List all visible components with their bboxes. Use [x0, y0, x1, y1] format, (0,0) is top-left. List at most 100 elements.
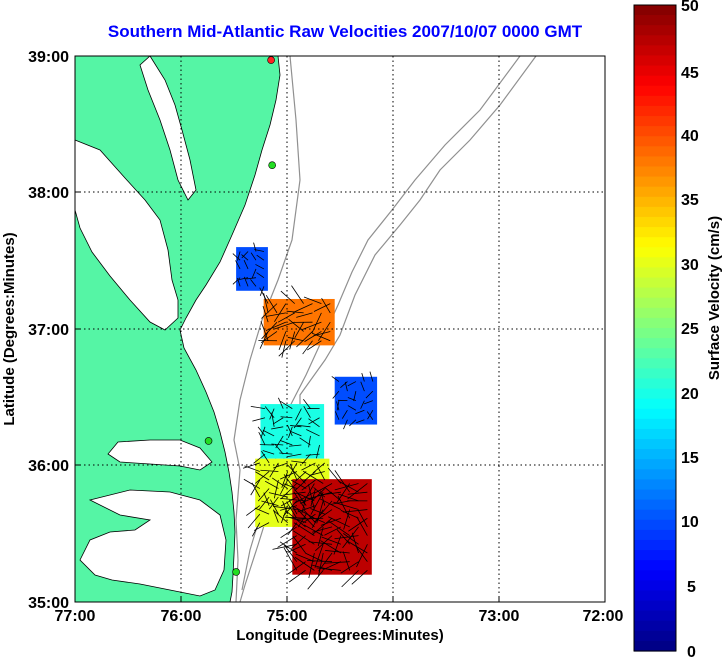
- colorbar-segment: [634, 176, 676, 188]
- colorbar-tick-label: 10: [681, 514, 699, 531]
- colorbar-segment: [634, 196, 676, 208]
- velocity-vector: [287, 543, 306, 553]
- velocity-vector: [255, 264, 265, 270]
- x-tick-label: 72:00: [583, 608, 624, 625]
- velocity-vector: [303, 524, 324, 536]
- velocity-vector: [302, 340, 313, 355]
- colorbar-tick-label: 25: [681, 321, 699, 338]
- velocity-vector: [316, 444, 320, 459]
- velocity-vector: [254, 507, 270, 515]
- velocity-vector: [307, 570, 324, 590]
- velocity-vector: [271, 412, 275, 427]
- velocity-vector: [242, 462, 260, 469]
- velocity-vector: [303, 296, 322, 304]
- velocity-patch: [260, 404, 325, 459]
- velocity-vector: [263, 293, 269, 313]
- velocity-vector: [291, 535, 306, 549]
- velocity-vector: [290, 431, 302, 437]
- colorbar-segment: [634, 580, 676, 592]
- velocity-vector: [237, 277, 241, 287]
- velocity-vector: [308, 417, 320, 425]
- velocity-vector: [338, 480, 359, 493]
- velocity-vector: [257, 426, 266, 437]
- velocity-vector: [294, 471, 307, 482]
- velocity-vector: [279, 541, 297, 554]
- velocity-vector: [360, 381, 365, 392]
- velocity-vector: [278, 331, 287, 350]
- colorbar-segment: [634, 25, 676, 36]
- colorbar-segment: [634, 126, 676, 137]
- colorbar-segment: [634, 570, 676, 581]
- velocity-vector: [241, 254, 249, 261]
- velocity-vector: [342, 526, 359, 549]
- velocity-vector: [306, 340, 322, 351]
- velocity-vector: [307, 560, 333, 563]
- colorbar-segment: [634, 206, 676, 218]
- colorbar-segment: [634, 247, 676, 258]
- velocity-vector: [319, 500, 333, 516]
- hf-radar-station-marker: [232, 568, 240, 576]
- velocity-vector: [277, 312, 295, 323]
- velocity-vector: [273, 479, 279, 499]
- velocity-vector: [300, 496, 316, 504]
- velocity-vector: [268, 492, 288, 498]
- velocity-vector: [308, 484, 315, 510]
- colorbar-segment: [634, 469, 676, 481]
- velocity-vector: [347, 491, 368, 495]
- colorbar-segment: [634, 378, 676, 390]
- velocity-vector: [296, 508, 315, 528]
- velocity-vector: [306, 429, 320, 437]
- velocity-vector: [268, 496, 279, 510]
- velocity-vector: [263, 492, 270, 506]
- velocity-vector: [258, 431, 266, 446]
- velocity-vector: [279, 479, 289, 495]
- velocity-vector: [299, 437, 311, 446]
- tick-marks: [75, 191, 500, 602]
- velocity-vector: [313, 487, 326, 498]
- velocity-vector: [336, 401, 340, 411]
- velocity-vector: [327, 467, 342, 484]
- velocity-vector: [318, 552, 324, 576]
- velocity-vector: [301, 462, 316, 471]
- velocity-vector: [307, 491, 333, 500]
- velocity-vector: [349, 419, 357, 427]
- colorbar-segment: [634, 398, 676, 410]
- velocity-vector: [347, 483, 368, 500]
- colorbar-segment: [634, 418, 676, 430]
- velocity-vector: [321, 536, 342, 545]
- velocity-vector: [241, 251, 249, 259]
- velocity-vector: [283, 474, 298, 493]
- velocity-vector: [280, 416, 293, 419]
- velocity-vector: [361, 372, 365, 382]
- velocity-vector: [317, 491, 341, 496]
- velocity-vector: [250, 252, 257, 261]
- pamlico-sound: [79, 489, 227, 597]
- velocity-vector: [286, 502, 298, 519]
- colorbar-segment: [634, 519, 676, 531]
- grid: [75, 56, 605, 602]
- velocity-vector: [312, 332, 331, 342]
- velocity-vector: [238, 277, 249, 280]
- velocity-vector: [251, 268, 257, 279]
- velocity-vector: [291, 460, 307, 464]
- velocity-vector: [256, 254, 265, 261]
- velocity-vector: [308, 435, 311, 448]
- velocity-vector: [289, 331, 296, 350]
- colorbar-segment: [634, 358, 676, 369]
- velocity-vector: [243, 260, 249, 270]
- velocity-vector: [293, 522, 315, 536]
- colorbar-tick-label: 0: [687, 644, 696, 659]
- velocity-vector: [256, 272, 265, 279]
- velocity-vector: [355, 545, 368, 562]
- colorbar-segment: [634, 348, 676, 359]
- velocity-vector: [337, 495, 351, 519]
- velocity-vector: [302, 470, 324, 484]
- velocity-vector: [280, 526, 297, 539]
- colorbar-segment: [634, 479, 676, 491]
- colorbar-segment: [634, 297, 676, 309]
- velocity-vector: [261, 450, 270, 464]
- velocity-vector: [334, 411, 340, 420]
- y-tick-label: 39:00: [28, 49, 69, 66]
- velocity-vector: [338, 493, 359, 502]
